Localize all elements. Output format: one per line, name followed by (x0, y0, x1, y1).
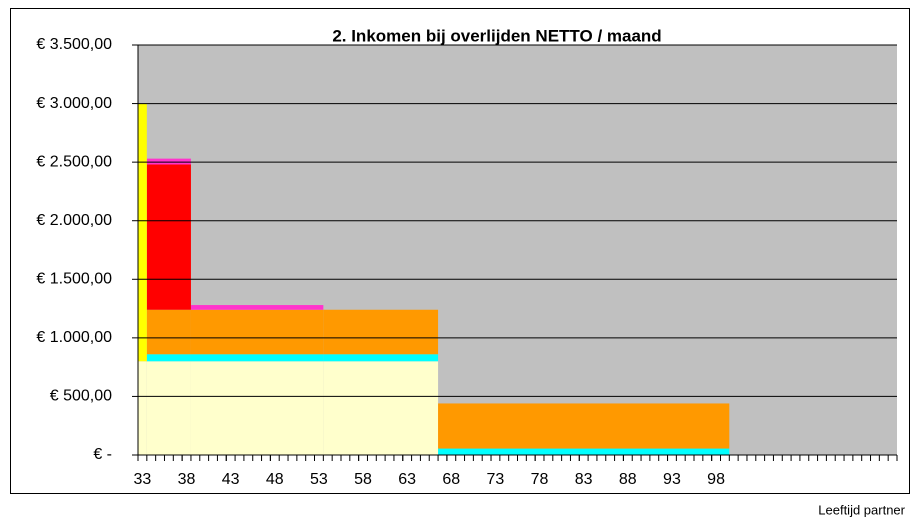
x-tick-label: 83 (575, 471, 593, 488)
area-segment (146, 164, 191, 310)
y-tick-label: € 3.000,00 (36, 95, 112, 112)
area-segment (138, 361, 147, 455)
x-tick-label: 38 (178, 471, 196, 488)
area-segment (146, 361, 191, 455)
y-tick-label: € 2.500,00 (36, 153, 112, 170)
area-segment (146, 309, 191, 355)
x-tick-label: 93 (663, 471, 681, 488)
chart-title: 2. Inkomen bij overlijden NETTO / maand (332, 26, 661, 45)
x-tick-label: 73 (487, 471, 505, 488)
y-tick-label: € - (93, 446, 112, 463)
area-segment (323, 354, 439, 362)
y-tick-label: € 1.500,00 (36, 271, 112, 288)
x-tick-label: 63 (398, 471, 416, 488)
area-segment (190, 309, 324, 355)
x-tick-label: 33 (134, 471, 152, 488)
area-segment (146, 354, 191, 362)
area-segment (190, 361, 324, 455)
y-tick-label: € 500,00 (50, 388, 112, 405)
x-tick-label: 53 (310, 471, 328, 488)
area-segment (438, 403, 730, 449)
y-tick-label: € 1.000,00 (36, 329, 112, 346)
plot (138, 45, 897, 455)
x-tick-label: 98 (707, 471, 725, 488)
area-segment (190, 305, 324, 310)
area-segment (323, 309, 439, 355)
y-tick-label: € 3.500,00 (36, 36, 112, 53)
x-axis-label: Leeftijd partner (818, 502, 905, 517)
y-tick-label: € 2.000,00 (36, 212, 112, 229)
x-tick-label: 68 (442, 471, 460, 488)
x-tick-label: 58 (354, 471, 372, 488)
x-tick-label: 78 (531, 471, 549, 488)
area-segment (146, 158, 191, 165)
x-tick-label: 43 (222, 471, 240, 488)
area-segment (190, 354, 324, 362)
x-tick-label: 88 (619, 471, 637, 488)
area-segment (438, 448, 730, 455)
area-segment (138, 103, 147, 362)
x-tick-label: 48 (266, 471, 284, 488)
area-segment (323, 361, 439, 455)
